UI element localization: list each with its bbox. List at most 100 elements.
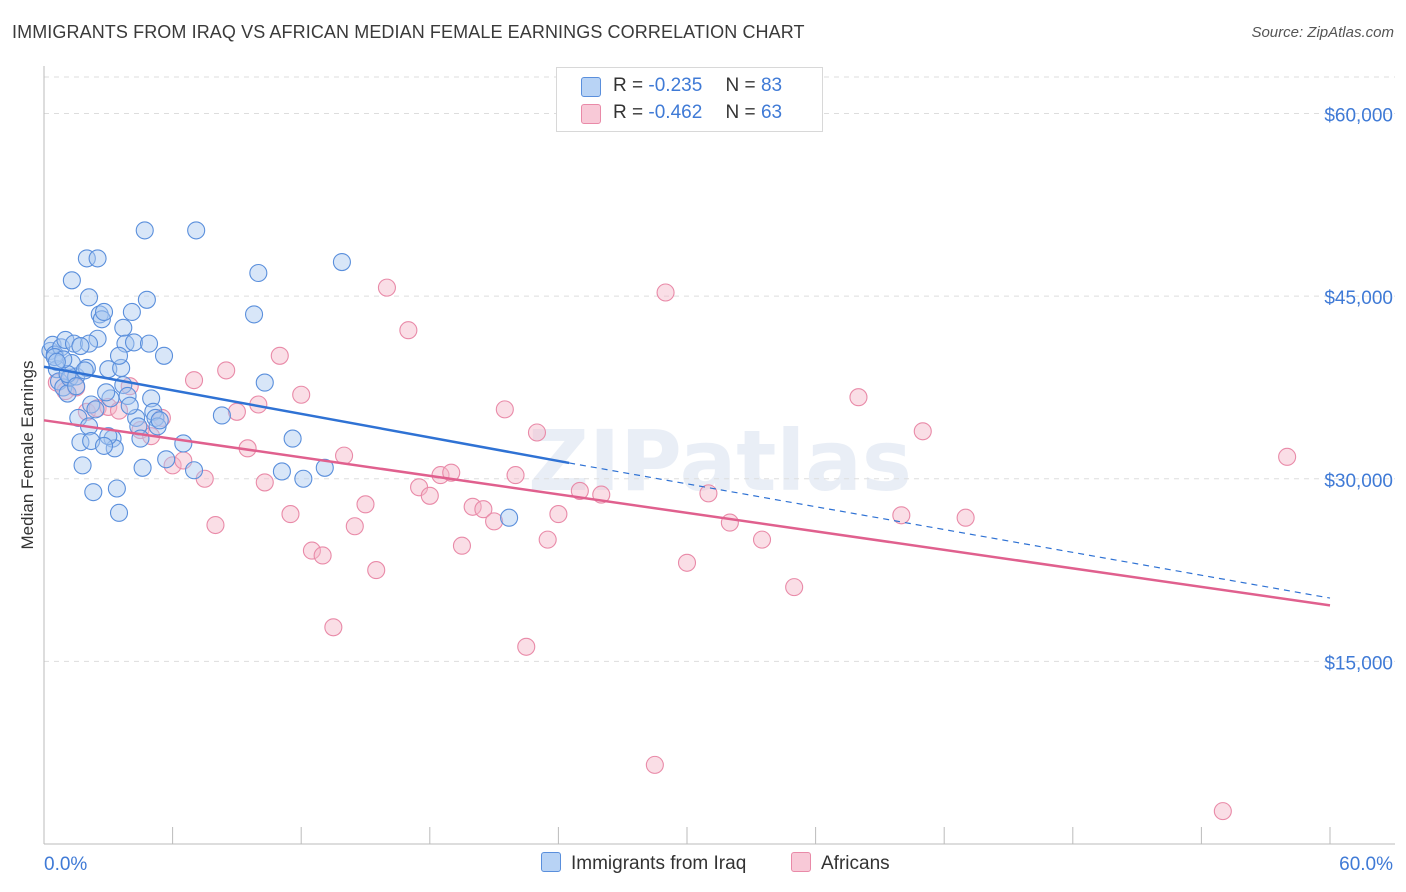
iraq-point xyxy=(77,249,96,268)
africans-point xyxy=(570,481,589,500)
legend-n-value: 63 xyxy=(760,102,783,123)
africans-point xyxy=(356,495,375,514)
legend-r-value: -0.462 xyxy=(648,102,703,123)
africans-point xyxy=(538,530,557,549)
iraq-point xyxy=(71,337,90,356)
bottom-legend-swatch-iraq xyxy=(541,852,561,872)
iraq-point xyxy=(86,400,105,419)
legend-r-label: R = xyxy=(613,75,644,96)
iraq-point xyxy=(139,334,159,353)
africans-point xyxy=(399,321,418,340)
iraq-point xyxy=(249,263,268,283)
africans-point xyxy=(913,422,932,441)
africans-point xyxy=(324,618,343,637)
y-tick-label: $15,000 xyxy=(1324,653,1393,674)
legend-r-value: -0.235 xyxy=(648,75,703,96)
iraq-point xyxy=(150,411,169,430)
africans-point xyxy=(656,283,675,302)
africans-point xyxy=(345,517,364,536)
x-tick-label: 0.0% xyxy=(44,854,87,875)
africans-point xyxy=(892,506,911,525)
africans-point xyxy=(785,578,804,597)
iraq-point xyxy=(79,288,99,307)
africans-point xyxy=(645,755,664,774)
iraq-point xyxy=(157,450,176,469)
africans-point xyxy=(474,500,493,519)
iraq-point xyxy=(67,377,86,396)
iraq-trend-line xyxy=(43,365,570,465)
iraq-point xyxy=(122,302,141,322)
legend-n-value: 83 xyxy=(760,75,783,96)
iraq-point xyxy=(109,346,129,365)
y-tick-label: $30,000 xyxy=(1324,471,1393,492)
africans-point xyxy=(527,423,547,442)
iraq-point xyxy=(332,253,351,272)
iraq-point xyxy=(107,479,126,498)
africans-point xyxy=(506,466,525,485)
chart-title: IMMIGRANTS FROM IRAQ VS AFRICAN MEDIAN F… xyxy=(12,22,805,42)
legend-n-label: N = xyxy=(725,102,756,123)
africans-point xyxy=(452,536,472,555)
africans-point xyxy=(517,637,536,656)
africans-point xyxy=(302,541,321,560)
iraq-point xyxy=(73,456,92,475)
iraq-point xyxy=(283,429,302,448)
africans-point xyxy=(281,505,300,524)
bottom-legend-label-iraq: Immigrants from Iraq xyxy=(571,853,747,874)
africans-point xyxy=(292,385,311,404)
iraq-point xyxy=(88,249,107,268)
y-tick-label: $60,000 xyxy=(1324,106,1393,127)
africans-point xyxy=(752,530,772,549)
africans-point xyxy=(270,346,289,365)
iraq-point xyxy=(187,221,206,240)
bottom-legend-swatch-africans xyxy=(791,852,811,872)
iraq-point xyxy=(84,483,103,502)
bottom-legend-africans: Africans xyxy=(791,852,890,875)
y-tick-label: $45,000 xyxy=(1324,288,1393,309)
iraq-point xyxy=(212,406,231,425)
iraq-point xyxy=(315,458,334,477)
legend-n-label: N = xyxy=(725,75,756,96)
iraq-point xyxy=(184,461,204,480)
iraq-point xyxy=(244,305,264,324)
iraq-point xyxy=(133,458,152,477)
africans-point xyxy=(1278,447,1297,466)
africans-point xyxy=(463,497,482,516)
correlation-legend: R = -0.235 N = 83 R = -0.462 N = 63 xyxy=(556,67,823,132)
africans-point xyxy=(255,473,274,492)
africans-point xyxy=(495,400,514,419)
legend-swatch-iraq xyxy=(581,77,601,97)
africans-point xyxy=(313,546,332,565)
iraq-point xyxy=(88,329,107,348)
africans-point xyxy=(677,553,697,572)
iraq-point xyxy=(137,290,156,309)
watermark: ZIPatlas xyxy=(528,412,912,510)
y-axis-title: Median Female Earnings xyxy=(18,361,37,550)
iraq-point xyxy=(135,221,154,240)
africans-point xyxy=(1213,802,1232,821)
africans-point xyxy=(442,463,461,482)
iraq-point xyxy=(99,427,118,446)
x-tick-label: 60.0% xyxy=(1339,854,1393,875)
source-credit: Source: ZipAtlas.com xyxy=(1251,24,1394,41)
bottom-legend-iraq: Immigrants from Iraq xyxy=(541,852,746,875)
africans-point xyxy=(227,402,246,421)
iraq-trend-extension xyxy=(569,462,1331,599)
africans-point xyxy=(849,388,868,407)
iraq-point xyxy=(47,352,66,371)
iraq-point xyxy=(94,302,114,322)
africans-point xyxy=(549,505,568,524)
iraq-point xyxy=(77,358,96,378)
africans-point xyxy=(956,508,975,527)
iraq-point xyxy=(154,346,174,365)
iraq-point xyxy=(120,396,139,415)
iraq-point xyxy=(272,462,291,481)
iraq-point xyxy=(62,271,81,290)
africans-point xyxy=(485,512,504,531)
africans-trend-line xyxy=(43,419,1331,607)
iraq-point xyxy=(174,434,193,453)
legend-swatch-africans xyxy=(581,104,601,124)
africans-point xyxy=(720,513,739,532)
iraq-point xyxy=(109,503,129,522)
